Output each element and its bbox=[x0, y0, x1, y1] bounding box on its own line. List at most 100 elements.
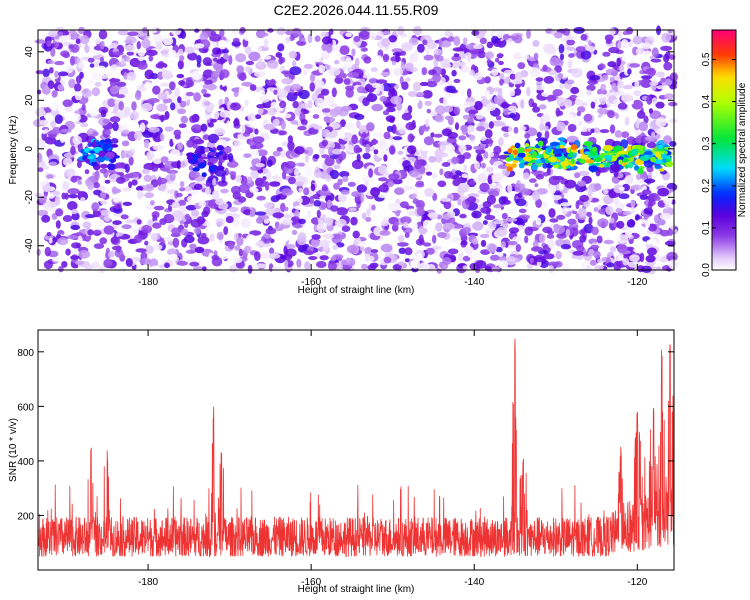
heatmap-cell bbox=[424, 187, 435, 197]
heatmap-band-cell bbox=[98, 150, 106, 158]
heatmap-cell bbox=[651, 47, 659, 58]
heatmap-cell bbox=[643, 178, 656, 184]
heatmap-cell bbox=[245, 60, 255, 66]
heatmap-cell bbox=[657, 187, 670, 197]
heatmap-cell bbox=[535, 217, 542, 226]
heatmap-cell bbox=[353, 236, 362, 246]
heatmap-band-cell bbox=[504, 163, 512, 167]
heatmap-band-cell bbox=[598, 164, 605, 168]
heatmap-cell bbox=[380, 220, 389, 227]
heatmap-cell bbox=[410, 259, 421, 269]
heatmap-cell bbox=[486, 167, 494, 173]
heatmap-cell bbox=[488, 244, 497, 254]
heatmap-cell bbox=[68, 44, 74, 49]
heatmap-cell bbox=[227, 160, 239, 168]
heatmap-cell bbox=[326, 199, 333, 209]
heatmap-cell bbox=[507, 38, 513, 43]
heatmap-cell bbox=[526, 86, 531, 97]
heatmap-cell bbox=[291, 229, 298, 236]
heatmap-cell bbox=[252, 136, 265, 144]
heatmap-cell bbox=[290, 83, 302, 91]
heatmap-cell bbox=[626, 219, 636, 228]
heatmap-cell bbox=[404, 258, 410, 263]
heatmap-cell bbox=[147, 219, 154, 227]
heatmap-cell bbox=[287, 141, 295, 151]
heatmap-cell bbox=[303, 187, 310, 196]
heatmap-cell bbox=[90, 48, 97, 55]
heatmap-cell bbox=[415, 199, 425, 210]
heatmap-cell bbox=[507, 241, 518, 246]
heatmap-cell bbox=[309, 82, 316, 92]
snr-x-tick-label: -120 bbox=[627, 577, 647, 588]
heatmap-cell bbox=[84, 169, 90, 175]
heatmap-cell bbox=[50, 120, 57, 128]
heatmap-cell bbox=[508, 126, 513, 133]
heatmap-cell bbox=[650, 58, 662, 63]
heatmap-cell bbox=[147, 98, 160, 103]
heatmap-cell bbox=[330, 44, 341, 53]
chart-title: C2E2.2026.044.11.55.R09 bbox=[273, 2, 439, 18]
heatmap-cell bbox=[343, 78, 351, 85]
heatmap-cell bbox=[401, 81, 409, 90]
heatmap-cell bbox=[238, 248, 244, 257]
heatmap-band-cell bbox=[658, 151, 665, 155]
heatmap-cell bbox=[98, 74, 110, 79]
heatmap-cell bbox=[238, 72, 247, 81]
heatmap-cell bbox=[489, 254, 500, 261]
heatmap-cell bbox=[547, 238, 555, 249]
heatmap-cell bbox=[124, 163, 130, 173]
heatmap-cell bbox=[548, 208, 556, 218]
snr-panel: -180 -160 -140 -120 200 400 600 800 Height of … bbox=[8, 329, 675, 595]
heatmap-cell bbox=[388, 139, 400, 146]
heatmap-band-cell bbox=[560, 160, 570, 167]
heatmap-band-cell bbox=[619, 165, 624, 170]
heatmap-cell bbox=[74, 83, 82, 92]
heatmap-cell bbox=[109, 116, 121, 123]
heatmap-cell bbox=[338, 194, 347, 203]
heatmap-cell bbox=[341, 225, 351, 232]
heatmap-cell bbox=[558, 43, 565, 54]
heatmap-cell bbox=[62, 157, 73, 166]
heatmap-cell bbox=[499, 73, 505, 81]
heatmap-band-cell bbox=[549, 141, 560, 147]
heatmap-cell bbox=[388, 202, 401, 212]
heatmap-cell bbox=[451, 156, 460, 164]
heatmap-band-cell bbox=[100, 163, 108, 169]
heatmap-cell bbox=[164, 262, 170, 269]
heatmap-cell bbox=[241, 81, 253, 87]
heatmap-cell bbox=[176, 160, 182, 170]
heatmap-cell bbox=[388, 173, 400, 181]
heatmap-cell bbox=[366, 122, 375, 132]
heatmap-cell bbox=[177, 142, 183, 150]
heatmap-cell bbox=[544, 130, 550, 140]
heatmap-cell bbox=[48, 67, 54, 74]
heatmap-cell bbox=[480, 206, 492, 214]
heatmap-cell bbox=[577, 170, 590, 177]
heatmap-cell bbox=[668, 221, 676, 229]
heatmap-cell bbox=[453, 106, 461, 116]
heatmap-cell bbox=[383, 131, 391, 140]
heatmap-cell bbox=[116, 204, 121, 209]
heatmap-cell bbox=[493, 219, 504, 225]
colorbar-tick-label: 0.2 bbox=[701, 178, 712, 192]
heatmap-cells bbox=[33, 25, 679, 275]
heatmap-cell bbox=[655, 101, 665, 109]
heatmap-cell bbox=[171, 227, 182, 236]
heatmap-cell bbox=[152, 144, 164, 151]
heatmap-cell bbox=[394, 187, 405, 195]
heatmap-cell bbox=[482, 201, 492, 209]
heatmap-cell bbox=[144, 240, 149, 246]
heatmap-cell bbox=[249, 210, 255, 216]
heatmap-cell bbox=[556, 121, 566, 132]
heatmap-band-cell bbox=[524, 148, 532, 152]
heatmap-cell bbox=[193, 183, 203, 190]
heatmap-cell bbox=[437, 180, 447, 188]
heatmap-cell bbox=[518, 208, 527, 214]
heatmap-band-cell bbox=[91, 161, 98, 167]
heatmap-cell bbox=[205, 187, 212, 195]
heatmap-cell bbox=[210, 30, 217, 36]
heatmap-cell bbox=[216, 59, 226, 65]
heatmap-cell bbox=[562, 90, 570, 95]
heatmap-cell bbox=[201, 88, 208, 95]
heatmap-cell bbox=[161, 70, 173, 80]
